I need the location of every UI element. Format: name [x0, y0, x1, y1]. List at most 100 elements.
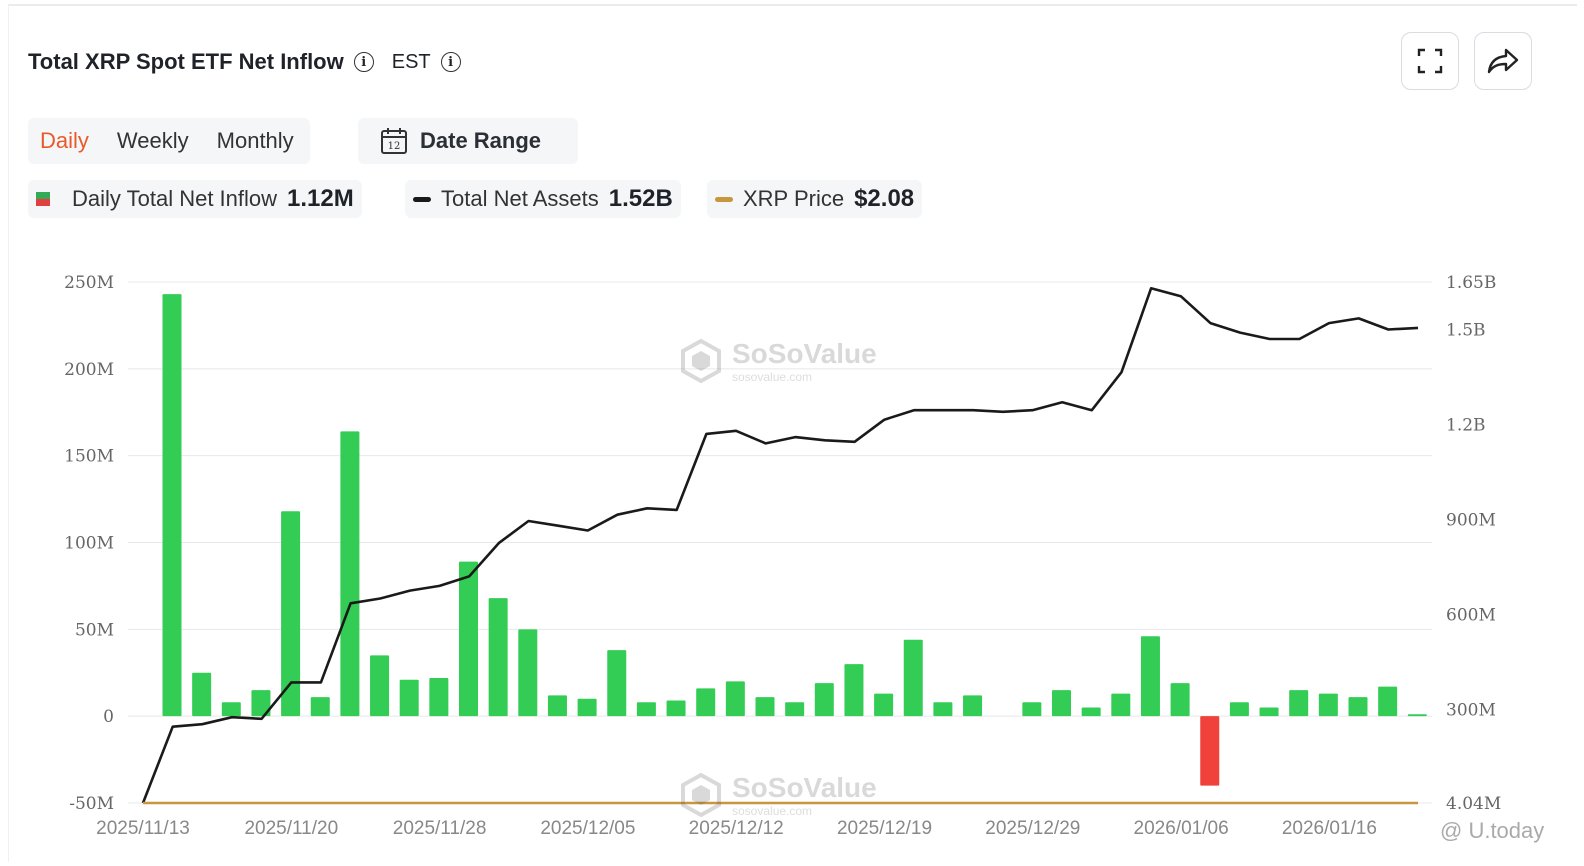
inflow-bar	[577, 698, 597, 717]
x-tick-label: 2025/12/12	[689, 818, 784, 839]
period-tabs: Daily Weekly Monthly	[28, 118, 310, 164]
inflow-bar	[251, 690, 271, 717]
y-tick-label-right: 900M	[1446, 510, 1496, 530]
header: Total XRP Spot ETF Net Inflow i EST i	[28, 44, 461, 80]
watermark-brand-2: SoSoValue	[732, 772, 877, 803]
sosovalue-logo-icon	[681, 773, 721, 817]
legend-net-assets[interactable]: Total Net Assets 1.52B	[405, 180, 681, 218]
inflow-bar	[518, 629, 538, 717]
date-range-button[interactable]: 12 Date Range	[358, 118, 578, 164]
y-tick-label-left: 150M	[64, 447, 114, 467]
watermark-brand: SoSoValue	[732, 338, 877, 369]
inflow-bar	[636, 702, 656, 717]
y-tick-label-right: 300M	[1446, 700, 1496, 720]
y-tick-label-left: 250M	[64, 273, 114, 293]
source-credit: @ U.today	[1440, 818, 1545, 843]
watermark-bottom: SoSoValue sosovalue.com	[680, 772, 877, 818]
legend-net-inflow-value: 1.12M	[287, 185, 354, 212]
inflow-bar	[963, 695, 983, 717]
inflow-bar	[1081, 707, 1101, 717]
calendar-icon: 12	[381, 128, 407, 154]
inflow-bar	[547, 695, 567, 717]
y-tick-label-left: 100M	[64, 534, 114, 554]
inflow-bar	[1259, 707, 1279, 717]
inflow-bar	[281, 511, 301, 717]
share-button[interactable]	[1474, 32, 1532, 90]
inflow-bar	[755, 697, 775, 717]
legend-net-inflow[interactable]: Daily Total Net Inflow 1.12M	[28, 180, 362, 218]
y-tick-label-right: 4.04M	[1446, 794, 1501, 814]
legend-net-inflow-name: Daily Total Net Inflow	[72, 186, 278, 211]
inflow-bar	[488, 598, 508, 717]
tab-monthly[interactable]: Monthly	[216, 128, 294, 153]
timezone-label: EST	[391, 50, 431, 73]
y-tick-label-right: 600M	[1446, 605, 1496, 625]
legend-xrp-price-name: XRP Price	[743, 186, 845, 211]
inflow-bar	[933, 702, 953, 717]
inflow-bar	[221, 702, 241, 717]
price-line-swatch	[715, 196, 733, 202]
legend-xrp-price[interactable]: XRP Price $2.08	[707, 180, 923, 218]
y-tick-label-left: 200M	[64, 360, 114, 380]
x-tick-label: 2025/12/05	[540, 818, 635, 839]
inflow-bar	[1378, 686, 1398, 717]
inflow-bar	[814, 683, 834, 717]
inflow-bar	[1111, 693, 1131, 717]
x-tick-label: 2025/11/28	[393, 818, 487, 839]
tab-daily[interactable]: Daily	[40, 128, 89, 153]
watermark-url-2: sosovalue.com	[732, 804, 813, 818]
legend-net-assets-value: 1.52B	[608, 185, 673, 212]
watermark-top: SoSoValue sosovalue.com	[680, 338, 877, 384]
inflow-bar	[1348, 697, 1368, 717]
inflow-bar	[340, 431, 360, 717]
inflow-bar	[162, 294, 182, 717]
calendar-day: 12	[388, 141, 401, 152]
info-icon[interactable]: i	[353, 52, 374, 72]
inflow-bar	[903, 639, 923, 717]
x-tick-label: 2025/12/19	[837, 818, 932, 839]
y-tick-label-right: 1.65B	[1446, 273, 1496, 293]
inflow-bar	[370, 655, 390, 717]
date-range-label: Date Range	[420, 128, 542, 153]
x-tick-label: 2025/11/20	[244, 818, 338, 839]
inflow-bar	[607, 650, 627, 717]
inflow-bar	[1407, 714, 1427, 717]
red-green-square-icon	[36, 192, 50, 206]
inflow-bar	[1170, 683, 1190, 717]
timezone-info-icon[interactable]: i	[440, 52, 461, 72]
inflow-bar	[666, 700, 686, 717]
legend-xrp-price-value: $2.08	[854, 185, 915, 212]
inflow-bar	[1022, 702, 1042, 717]
inflow-bar	[310, 697, 330, 717]
inflow-bar	[844, 664, 864, 717]
watermark-url: sosovalue.com	[732, 370, 813, 384]
x-tick-label: 2026/01/16	[1282, 818, 1377, 839]
y-tick-label-right: 1.2B	[1446, 415, 1486, 435]
x-tick-label: 2026/01/06	[1134, 818, 1229, 839]
inflow-bar	[1140, 636, 1160, 717]
inflow-bar	[459, 561, 478, 717]
sosovalue-logo-icon	[681, 339, 721, 383]
inflow-bar	[725, 681, 745, 717]
fullscreen-icon	[1417, 48, 1443, 74]
y-tick-label-left: 50M	[75, 620, 114, 640]
chart-card	[8, 4, 1577, 862]
inflow-bar	[1318, 693, 1338, 717]
share-icon	[1487, 48, 1519, 74]
fullscreen-button[interactable]	[1401, 32, 1459, 90]
inflow-bar	[1229, 702, 1249, 717]
inflow-bar	[1289, 690, 1309, 717]
y-tick-label-right: 1.5B	[1446, 320, 1486, 340]
legend-net-assets-name: Total Net Assets	[441, 186, 599, 211]
inflow-bar	[785, 702, 805, 717]
inflow-bar	[399, 679, 419, 717]
y-tick-label-left: 0	[103, 707, 114, 727]
page-title: Total XRP Spot ETF Net Inflow	[28, 49, 344, 74]
x-tick-label: 2025/11/13	[96, 818, 190, 839]
x-tick-label: 2025/12/29	[985, 818, 1080, 839]
tab-weekly[interactable]: Weekly	[116, 128, 189, 153]
inflow-bar	[1052, 690, 1071, 717]
inflow-bar	[696, 688, 716, 717]
y-tick-label-left: -50M	[69, 794, 114, 814]
